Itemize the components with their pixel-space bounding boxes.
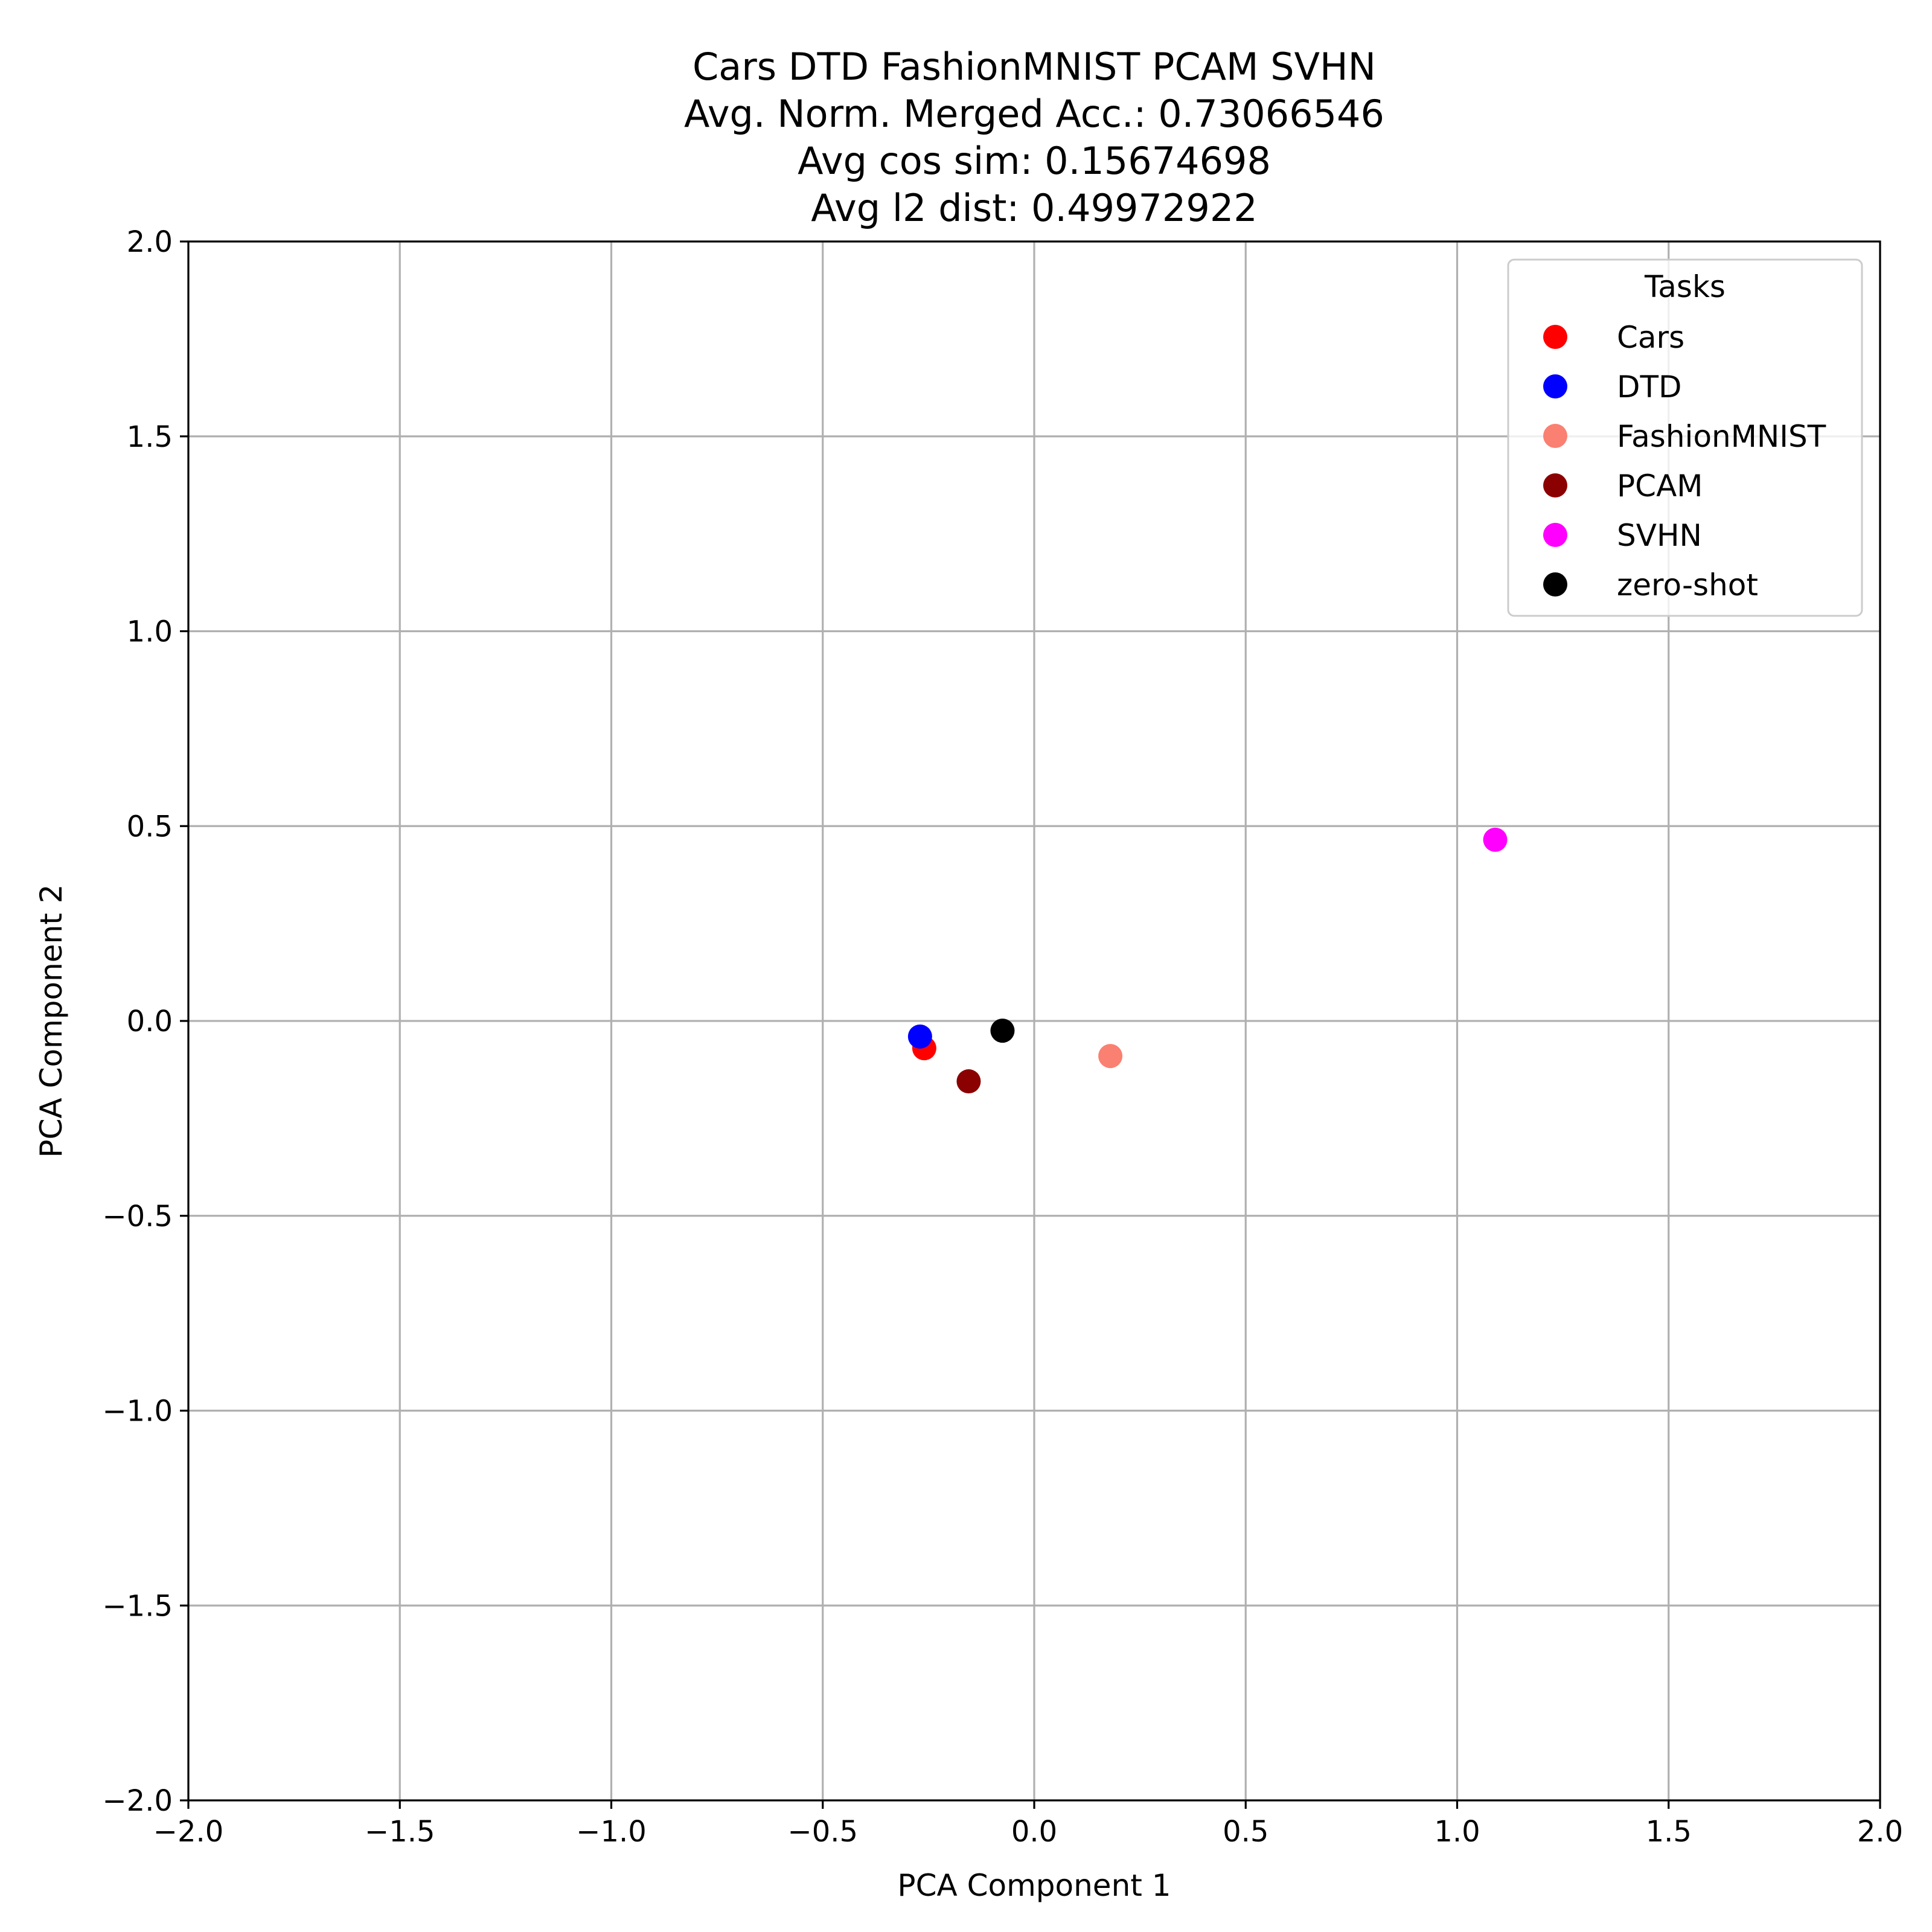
- data-point-fashionmnist: [1098, 1044, 1123, 1069]
- y-tick-label: −1.0: [102, 1395, 173, 1428]
- x-tick-label: −1.0: [576, 1815, 647, 1849]
- legend-box: [1507, 258, 1863, 617]
- data-point-pcam: [956, 1069, 981, 1094]
- legend-label: PCAM: [1617, 469, 1703, 504]
- y-tick-label: −2.0: [102, 1784, 173, 1818]
- legend-marker-pcam: [1543, 473, 1567, 497]
- plot-area-frame: [187, 240, 1881, 1802]
- x-tick-label: 0.5: [1223, 1815, 1268, 1849]
- legend-label: DTD: [1617, 369, 1682, 405]
- legend-marker-svhn: [1543, 523, 1567, 547]
- x-tick-label: −1.5: [365, 1815, 435, 1849]
- y-tick-label: −1.5: [102, 1589, 173, 1623]
- y-tick-label: 2.0: [127, 225, 173, 259]
- data-point-zero-shot: [990, 1019, 1015, 1043]
- x-tick-label: −2.0: [153, 1815, 224, 1849]
- legend-title: Tasks: [1644, 269, 1726, 304]
- y-axis-label: PCA Component 2: [34, 884, 69, 1157]
- legend-marker-fashionmnist: [1543, 424, 1567, 448]
- data-point-svhn: [1483, 827, 1508, 852]
- data-point-dtd: [907, 1024, 932, 1049]
- legend-marker-dtd: [1543, 374, 1567, 398]
- legend-label: SVHN: [1617, 518, 1702, 553]
- x-tick-label: 1.0: [1434, 1815, 1480, 1849]
- x-tick-label: 2.0: [1857, 1815, 1903, 1849]
- y-tick-label: 1.0: [127, 615, 173, 649]
- data-points: [907, 827, 1508, 1094]
- legend-marker-cars: [1543, 325, 1567, 349]
- x-tick-label: 0.0: [1011, 1815, 1057, 1849]
- legend-label: FashionMNIST: [1617, 419, 1826, 454]
- y-tick-label: −0.5: [102, 1200, 173, 1233]
- legend-label: zero-shot: [1617, 568, 1758, 603]
- title-line-4: Avg l2 dist: 0.49972922: [811, 186, 1257, 230]
- y-tick-label: 0.5: [127, 810, 173, 843]
- x-tick-label: 1.5: [1646, 1815, 1692, 1849]
- title-line-2: Avg. Norm. Merged Acc.: 0.73066546: [684, 92, 1384, 136]
- y-tick-label: 1.5: [127, 420, 173, 454]
- x-axis-label: PCA Component 1: [897, 1868, 1171, 1903]
- x-tick-label: −0.5: [787, 1815, 858, 1849]
- axis-ticks: −2.0 −1.5 −1.0 −0.5 0.0 0.5 1.0 1.5 2.0 −2.0 −1.5 −…: [102, 225, 1903, 1849]
- legend-label: Cars: [1617, 320, 1684, 355]
- legend-marker-zero-shot: [1543, 572, 1567, 597]
- y-tick-label: 0.0: [127, 1005, 173, 1038]
- legend: Tasks Cars DTD FashionMNIST PCAM SVHN zero-sh…: [1507, 258, 1863, 617]
- chart-title: Cars DTD FashionMNIST PCAM SVHN Avg. Nor…: [684, 45, 1384, 230]
- title-line-3: Avg cos sim: 0.15674698: [798, 139, 1271, 183]
- title-line-1: Cars DTD FashionMNIST PCAM SVHN: [693, 45, 1376, 89]
